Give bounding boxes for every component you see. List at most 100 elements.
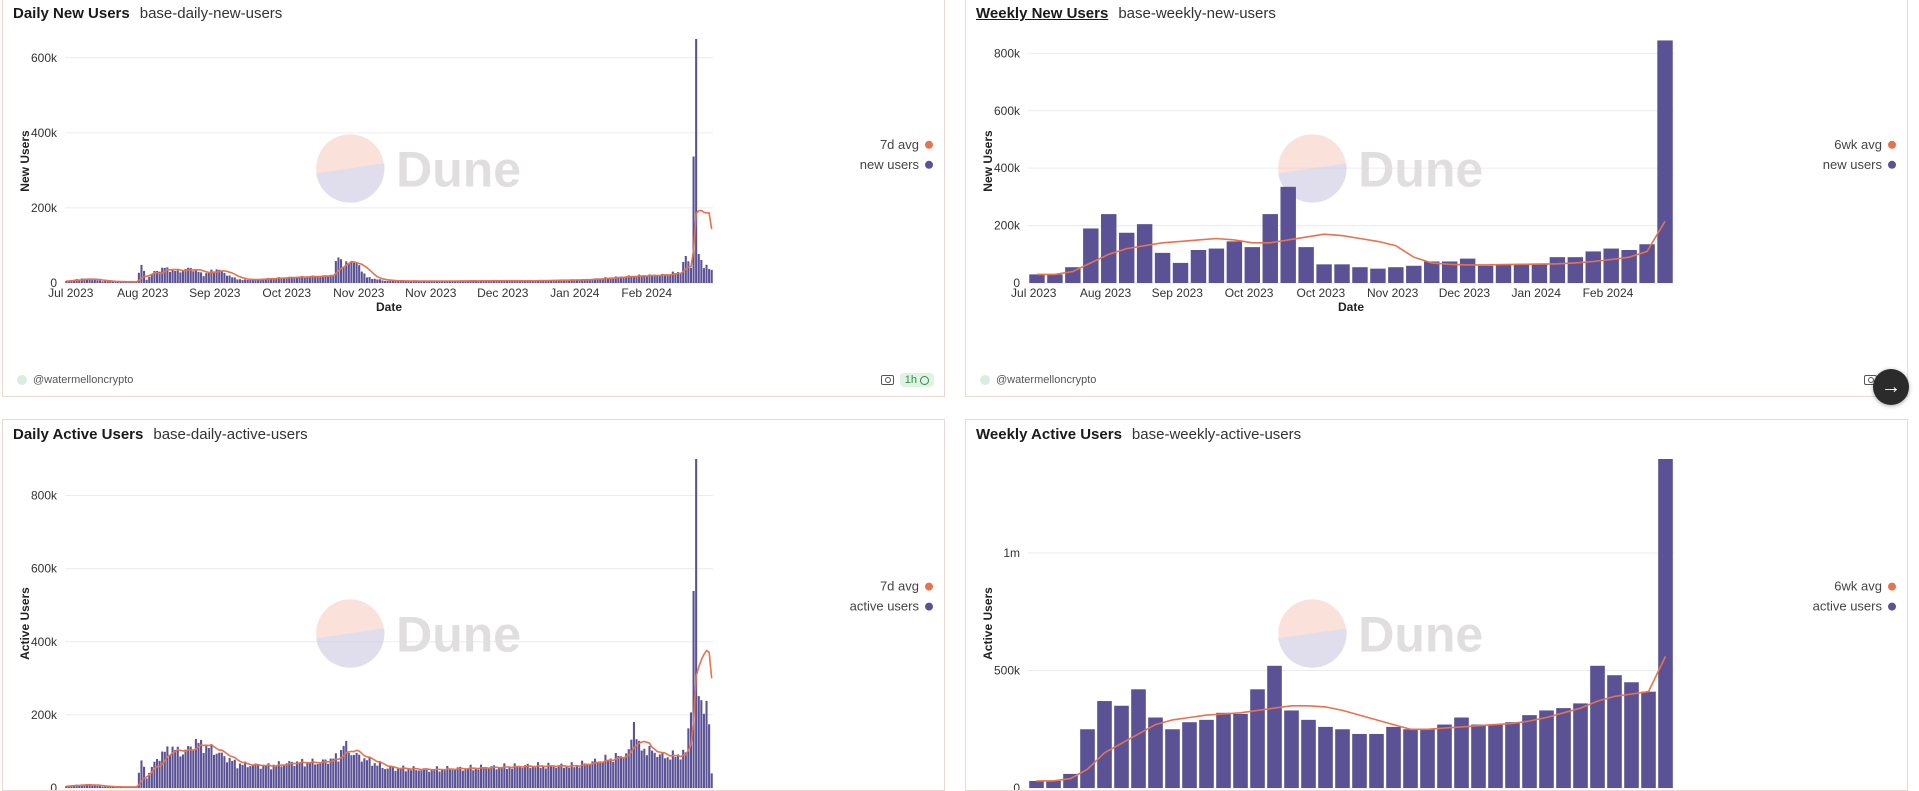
- bar: [363, 758, 366, 788]
- bar: [477, 769, 480, 788]
- bar: [213, 271, 216, 283]
- bar: [625, 276, 628, 283]
- x-axis-title: Date: [1338, 300, 1364, 314]
- x-tick-label: Jul 2023: [1011, 286, 1057, 300]
- bar: [197, 742, 200, 788]
- bar: [474, 768, 477, 788]
- bar: [689, 267, 693, 283]
- panel-title[interactable]: Weekly Active Users: [976, 426, 1122, 443]
- bar: [687, 261, 690, 283]
- bar: [1216, 712, 1231, 788]
- bar: [664, 275, 667, 283]
- bar: [692, 590, 695, 788]
- bar: [342, 266, 345, 283]
- bar: [158, 760, 161, 788]
- bar: [363, 273, 366, 283]
- bar: [340, 750, 343, 788]
- bar: [168, 754, 172, 788]
- bar: [347, 752, 350, 788]
- y-axis-title: New Users: [18, 130, 32, 192]
- bar: [244, 761, 247, 788]
- bar: [137, 272, 140, 283]
- watermark-half: [1278, 628, 1347, 668]
- bar: [606, 761, 610, 788]
- bar: [158, 271, 161, 283]
- bar: [288, 761, 291, 788]
- bar: [420, 770, 423, 788]
- camera-icon[interactable]: [880, 375, 894, 385]
- bars-group: [1029, 40, 1673, 283]
- bar: [544, 280, 547, 283]
- bar: [311, 275, 314, 283]
- bar: [249, 766, 252, 788]
- next-button[interactable]: →: [1873, 369, 1909, 405]
- bar: [1190, 249, 1207, 283]
- bar: [425, 280, 428, 283]
- bar: [314, 764, 317, 788]
- bar: [355, 752, 358, 788]
- bar: [301, 275, 304, 283]
- bar: [594, 758, 597, 788]
- bar: [508, 766, 511, 788]
- bar: [220, 752, 223, 788]
- bar: [640, 750, 643, 788]
- bar: [1131, 689, 1146, 788]
- bar: [399, 280, 402, 283]
- bar: [601, 762, 604, 788]
- bar: [687, 728, 690, 788]
- x-tick-label: Jan 2024: [1511, 286, 1561, 300]
- bar: [565, 766, 568, 788]
- bar: [451, 281, 454, 283]
- bar: [562, 280, 565, 283]
- bar: [508, 280, 511, 283]
- bar: [441, 281, 444, 283]
- y-tick-label: 400k: [31, 635, 58, 649]
- panel-subtitle: base-daily-active-users: [153, 426, 308, 443]
- refresh-badge[interactable]: 1h: [899, 373, 934, 387]
- bar: [570, 762, 573, 788]
- bar: [461, 770, 464, 788]
- bar: [215, 753, 218, 788]
- bar: [505, 280, 508, 283]
- bar: [609, 277, 612, 283]
- bar: [441, 769, 444, 788]
- bar: [544, 768, 547, 788]
- author-credit[interactable]: @watermelloncrypto: [980, 374, 1096, 386]
- bar: [218, 269, 221, 283]
- bar: [368, 277, 371, 283]
- bar: [420, 281, 423, 283]
- bar: [1567, 257, 1584, 283]
- chart-panel-weekly-active-users: 0 500k 1m Dune Active Users 6wk avg active use…: [965, 419, 1908, 791]
- bar: [176, 746, 179, 788]
- bar: [648, 274, 651, 283]
- author-credit[interactable]: @watermelloncrypto: [17, 374, 133, 386]
- panel-title[interactable]: Weekly New Users: [976, 5, 1109, 22]
- bar: [106, 786, 109, 788]
- bar: [1165, 729, 1180, 788]
- bar: [498, 280, 501, 283]
- bar: [702, 713, 705, 788]
- bar: [438, 281, 441, 283]
- bar: [332, 758, 335, 788]
- bar: [104, 281, 107, 283]
- bar: [96, 785, 99, 788]
- bar: [1029, 274, 1045, 283]
- y-tick-label: 200k: [994, 219, 1021, 233]
- x-tick-label: Sep 2023: [1152, 286, 1204, 300]
- bar: [399, 768, 402, 788]
- bar: [334, 753, 337, 788]
- bar: [653, 275, 656, 283]
- panel-title[interactable]: Daily Active Users: [13, 426, 144, 443]
- panel-title[interactable]: Daily New Users: [13, 5, 130, 22]
- bar: [308, 276, 311, 283]
- bar: [524, 280, 527, 283]
- bar: [555, 280, 558, 283]
- bar: [404, 771, 407, 788]
- bar: [433, 281, 436, 283]
- bar: [1590, 665, 1605, 788]
- panel-subtitle: base-weekly-active-users: [1131, 426, 1302, 443]
- bar: [205, 744, 208, 788]
- bar: [176, 270, 179, 283]
- bar: [389, 280, 392, 283]
- dune-watermark: [316, 134, 385, 203]
